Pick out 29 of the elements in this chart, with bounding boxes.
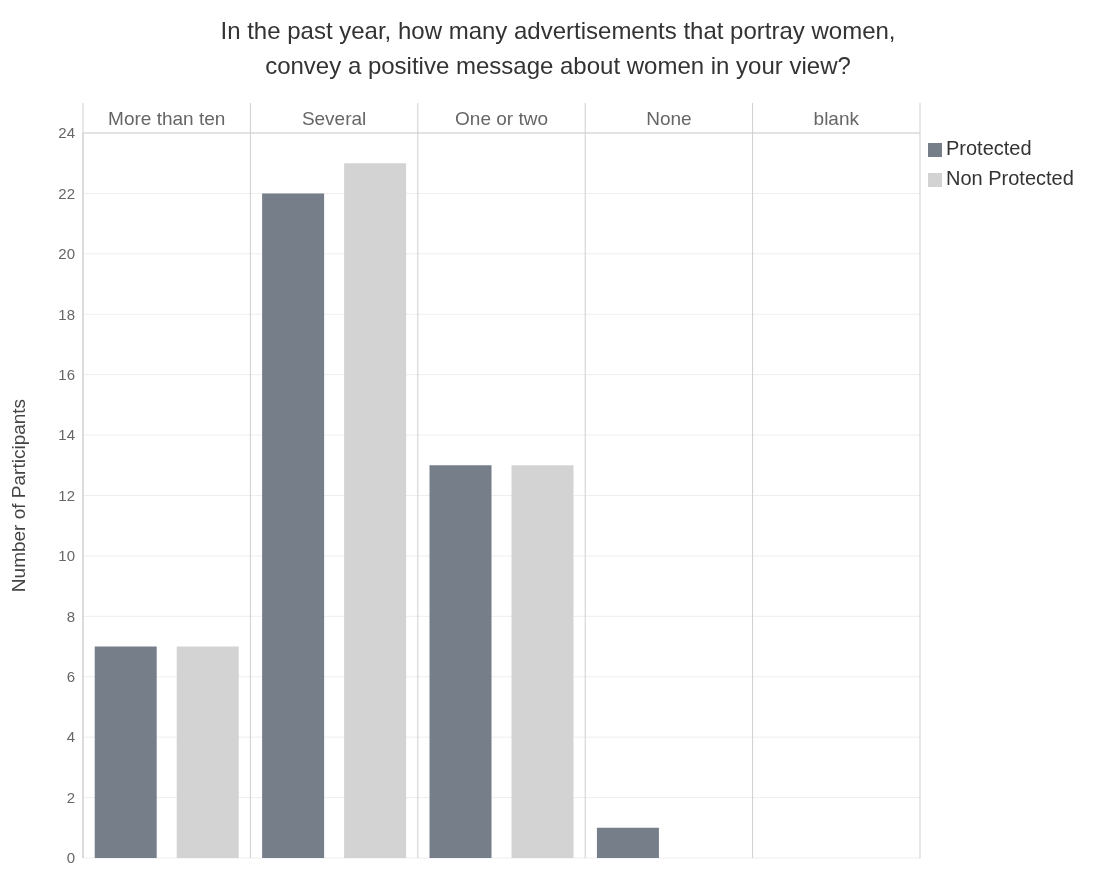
x-tick-label: blank <box>813 108 860 129</box>
legend-label: Protected <box>946 137 1032 159</box>
y-tick-label: 4 <box>66 728 75 746</box>
y-axis-title: Number of Participants <box>7 398 29 593</box>
bar <box>429 465 492 858</box>
y-tick-label: 0 <box>66 849 75 867</box>
bar <box>511 465 574 858</box>
y-tick-label: 6 <box>66 668 75 686</box>
y-tick-label: 2 <box>66 788 75 806</box>
bar <box>94 646 157 858</box>
bar <box>344 163 407 858</box>
legend-label: Non Protected <box>946 167 1074 189</box>
y-tick-label: 8 <box>66 607 75 625</box>
y-tick-label: 24 <box>58 124 75 142</box>
y-tick-label: 12 <box>58 486 75 504</box>
y-tick-label: 20 <box>58 245 75 263</box>
y-tick-label: 16 <box>58 365 75 383</box>
y-tick-label: 10 <box>58 547 75 565</box>
bar <box>262 193 325 858</box>
y-tick-label: 22 <box>58 184 75 202</box>
chart-title: In the past year, how many advertisements that portray women, convey a positive message about women in your view? <box>219 16 897 81</box>
x-tick-label: More than ten <box>108 108 226 129</box>
y-tick-label: 14 <box>58 426 75 444</box>
bar <box>596 827 659 858</box>
x-tick-label: One or two <box>455 108 548 129</box>
x-tick-label: None <box>646 108 692 129</box>
y-tick-label: 18 <box>58 305 75 323</box>
bar <box>176 646 239 858</box>
x-tick-label: Several <box>301 108 367 129</box>
